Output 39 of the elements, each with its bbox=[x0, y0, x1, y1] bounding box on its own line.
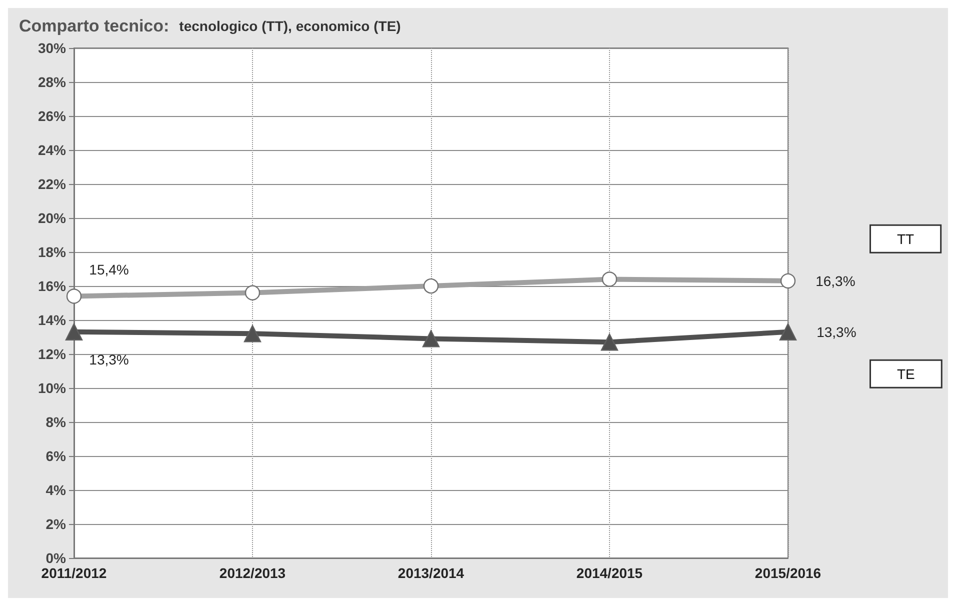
y-tick-label: 26% bbox=[38, 108, 67, 124]
point bbox=[422, 330, 440, 348]
point bbox=[600, 334, 618, 351]
y-tick-label: 30% bbox=[38, 40, 67, 56]
data-label: 13,3% bbox=[816, 324, 856, 340]
point bbox=[779, 323, 797, 340]
y-tick-label: 24% bbox=[38, 142, 67, 158]
data-label: 16,3% bbox=[816, 272, 856, 289]
y-tick-label: 28% bbox=[38, 74, 67, 90]
y-tick-label: 22% bbox=[38, 176, 67, 192]
data-label: 15,4% bbox=[89, 262, 129, 278]
x-tick-label: 2014/2015 bbox=[576, 565, 643, 581]
y-tick-label: 12% bbox=[38, 346, 67, 362]
point bbox=[780, 273, 796, 288]
point bbox=[244, 285, 260, 300]
x-tick-label: 2015/2016 bbox=[754, 565, 822, 581]
data-label: 13,3% bbox=[89, 352, 129, 368]
text: TT bbox=[897, 230, 915, 247]
x-tick-label: 2011/2012 bbox=[41, 565, 107, 581]
chart-title: Comparto tecnico: bbox=[19, 16, 170, 36]
y-tick-label: 2% bbox=[46, 516, 67, 532]
y-tick-label: 4% bbox=[46, 482, 67, 498]
point bbox=[423, 278, 439, 294]
y-tick-label: 16% bbox=[38, 278, 67, 294]
point bbox=[244, 325, 262, 342]
y-tick-label: 20% bbox=[38, 210, 67, 226]
y-tick-label: 0% bbox=[46, 550, 67, 566]
chart-subtitle: tecnologico (TT), economico (TE) bbox=[179, 18, 401, 34]
text: TE bbox=[897, 366, 915, 382]
y-tick-label: 14% bbox=[38, 312, 67, 328]
y-tick-label: 10% bbox=[38, 380, 67, 396]
y-tick-label: 8% bbox=[46, 414, 67, 430]
x-tick-label: 2012/2013 bbox=[219, 565, 286, 581]
point bbox=[65, 323, 83, 340]
x-tick-label: 2013/2014 bbox=[398, 565, 464, 581]
point bbox=[66, 288, 82, 304]
point bbox=[602, 272, 618, 287]
y-tick-label: 18% bbox=[38, 244, 67, 260]
y-tick-label: 6% bbox=[46, 448, 67, 464]
